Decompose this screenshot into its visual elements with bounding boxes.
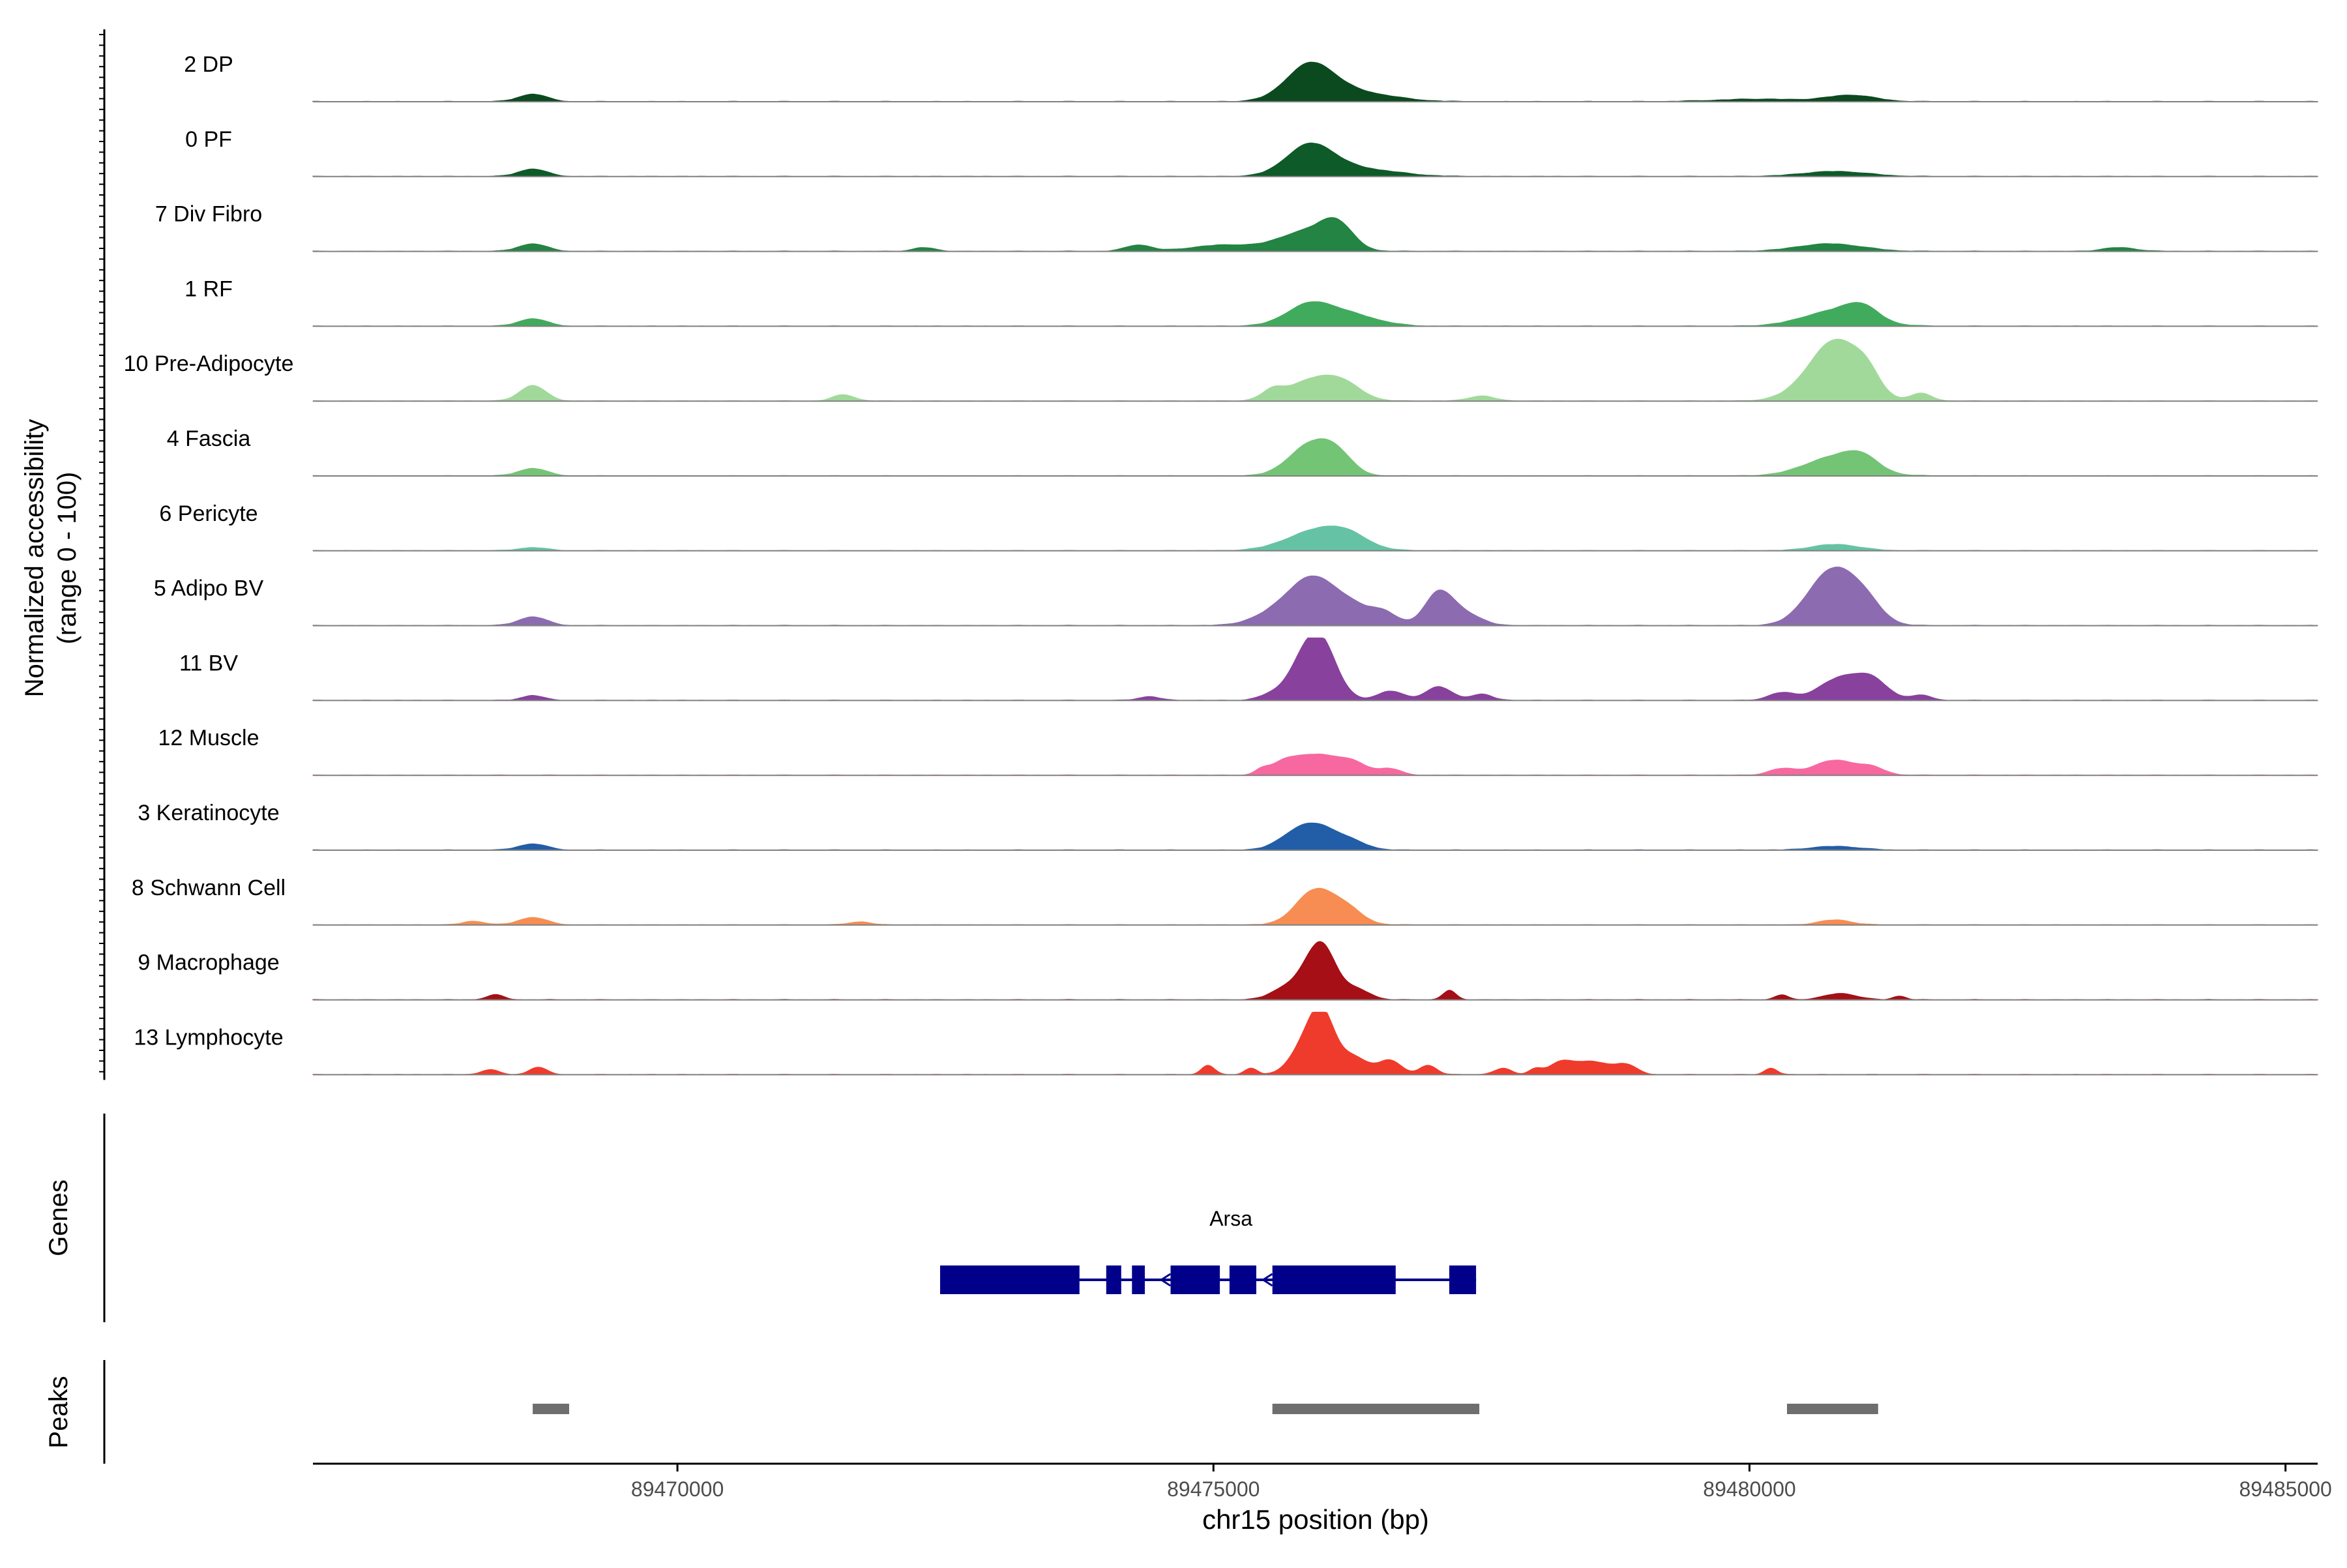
coverage-area-10-pre-adipocyte: [312, 338, 2318, 402]
coverage-area-13-lymphocyte: [312, 1011, 2318, 1075]
track-3-keratinocyte: 3 Keratinocyte: [138, 801, 2318, 851]
coverage-area-3-keratinocyte: [312, 822, 2318, 851]
track-label: 0 PF: [185, 127, 232, 152]
gene-arsa: Arsa: [939, 1207, 1477, 1294]
track-label: 6 Pericyte: [159, 501, 258, 526]
track-11-bv: 11 BV: [179, 637, 2318, 702]
coverage-tracks: 2 DP 0 PF 7 Div Fibro 1 RF 10 Pre-Adipocyte 4…: [124, 52, 2318, 1076]
gene-exon: [940, 1265, 1080, 1294]
x-tick-label: 89480000: [1703, 1477, 1795, 1501]
strand-arrow: [1261, 1273, 1273, 1287]
track-4-fascia: 4 Fascia: [167, 426, 2318, 477]
strand-arrow: [1159, 1273, 1172, 1287]
gene-exon: [1229, 1265, 1256, 1294]
track-label: 5 Adipo BV: [154, 576, 264, 601]
track-7-div-fibro: 7 Div Fibro: [155, 202, 2318, 252]
track-label: 8 Schwann Cell: [132, 876, 286, 900]
track-label: 9 Macrophage: [138, 951, 279, 975]
peak-region-bar: [1787, 1404, 1878, 1414]
track-label: 1 RF: [185, 276, 233, 301]
track-9-macrophage: 9 Macrophage: [138, 941, 2318, 1001]
track-label: 3 Keratinocyte: [138, 801, 279, 825]
y-axis: [99, 29, 106, 1080]
peak-region-bar: [533, 1404, 569, 1414]
coverage-area-2-dp: [312, 61, 2318, 102]
track-12-muscle: 12 Muscle: [158, 726, 2318, 777]
gene-exon: [1449, 1265, 1477, 1294]
y-axis-label-line1: Normalized accessibility: [20, 419, 49, 698]
track-label: 10 Pre-Adipocyte: [124, 351, 294, 376]
track-2-dp: 2 DP: [184, 52, 2318, 102]
x-axis: 89470000 89475000 89480000 89485000: [631, 1464, 2332, 1501]
peaks-panel-label: Peaks: [44, 1376, 73, 1448]
coverage-area-8-schwann-cell: [312, 887, 2318, 926]
coverage-area-6-pericyte: [312, 525, 2318, 552]
coverage-area-4-fascia: [312, 438, 2318, 477]
gene-exon: [1106, 1265, 1121, 1294]
gene-exon: [1272, 1265, 1396, 1294]
gene-annotation-track: Arsa: [939, 1207, 1477, 1294]
track-1-rf: 1 RF: [185, 276, 2318, 327]
x-tick-label: 89485000: [2239, 1477, 2331, 1501]
track-5-adipo-bv: 5 Adipo BV: [154, 567, 2318, 627]
track-8-schwann-cell: 8 Schwann Cell: [132, 876, 2318, 926]
coverage-area-1-rf: [312, 301, 2318, 327]
x-tick-label: 89475000: [1167, 1477, 1260, 1501]
coverage-area-5-adipo-bv: [312, 567, 2318, 627]
track-6-pericyte: 6 Pericyte: [159, 501, 2318, 552]
track-label: 2 DP: [184, 52, 233, 77]
coverage-area-7-div-fibro: [312, 217, 2318, 252]
track-label: 12 Muscle: [158, 726, 259, 750]
x-tick-label: 89470000: [631, 1477, 724, 1501]
track-10-pre-adipocyte: 10 Pre-Adipocyte: [124, 338, 2318, 402]
track-label: 11 BV: [179, 651, 238, 675]
track-label: 7 Div Fibro: [155, 202, 262, 227]
gene-exon: [1170, 1265, 1220, 1294]
y-axis-label-line2: (range 0 - 100): [53, 472, 81, 645]
gene-name-label: Arsa: [1209, 1207, 1252, 1230]
track-13-lymphocyte: 13 Lymphocyte: [134, 1011, 2318, 1076]
coverage-area-12-muscle: [312, 753, 2318, 776]
track-label: 13 Lymphocyte: [134, 1025, 283, 1050]
coverage-area-0-pf: [312, 142, 2318, 177]
gene-exon: [1132, 1265, 1145, 1294]
coverage-area-9-macrophage: [312, 941, 2318, 1001]
x-axis-label: chr15 position (bp): [1202, 1504, 1429, 1535]
peak-regions-track: [533, 1404, 1878, 1414]
coverage-area-11-bv: [312, 637, 2318, 701]
peak-region-bar: [1272, 1404, 1480, 1414]
track-0-pf: 0 PF: [185, 127, 2318, 177]
track-label: 4 Fascia: [167, 426, 251, 451]
genes-panel-label: Genes: [44, 1179, 73, 1256]
